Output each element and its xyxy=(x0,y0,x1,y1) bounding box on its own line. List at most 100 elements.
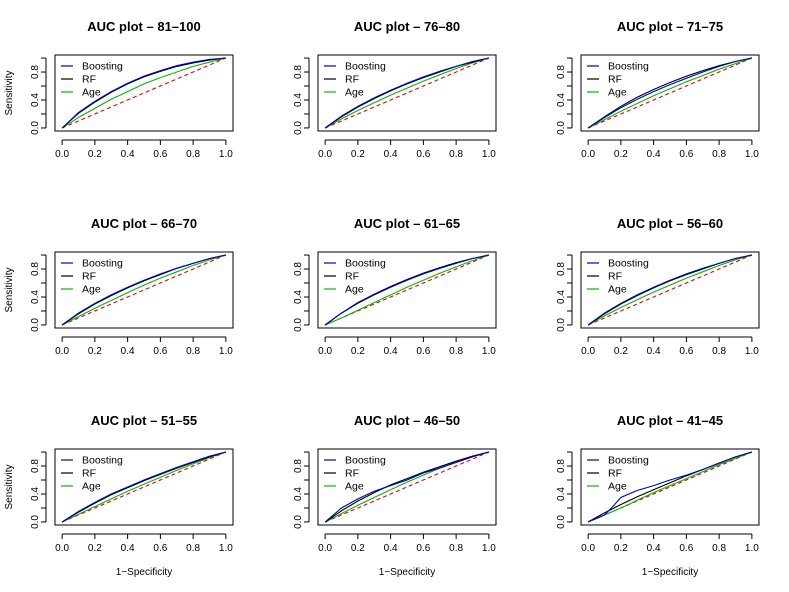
x-tick-label: 0.8 xyxy=(186,543,200,554)
x-tick-label: 0.2 xyxy=(88,149,102,160)
reference-diagonal-line xyxy=(587,254,753,326)
y-tick-label: 0.0 xyxy=(293,121,304,135)
plot-frame xyxy=(54,54,234,132)
y-tick-label: 0.4 xyxy=(293,93,304,107)
panel-6: AUC plot – 56–60 0.0 0.2 0.4 0.6 0.8 1.0 0.0 0.4… xyxy=(556,216,760,357)
series-line-rf xyxy=(61,57,226,129)
panel-title: AUC plot – 76–80 xyxy=(354,19,460,34)
y-axis-label: Sensitivity xyxy=(4,464,15,509)
reference-diagonal-line xyxy=(61,254,227,326)
panel-8: AUC plot – 46–50 0.0 0.2 0.4 0.6 0.8 1.0 0.0 0.4… xyxy=(293,413,497,578)
series-line-age xyxy=(61,451,227,523)
x-tick-label: 0.4 xyxy=(384,346,398,357)
x-tick-label: 0.0 xyxy=(318,346,332,357)
panel-title: AUC plot – 41–45 xyxy=(617,413,723,428)
legend-label-boosting: Boosting xyxy=(608,455,649,467)
x-tick-label: 0.4 xyxy=(647,346,661,357)
panel-4: AUC plot – 66–70 0.0 0.2 0.4 0.6 0.8 1.0 0.0 0.4… xyxy=(4,216,234,357)
panel-7: AUC plot – 51–55 0.0 0.2 0.4 0.6 0.8 1.0 0.0 0.4… xyxy=(4,413,234,578)
legend-label-age: Age xyxy=(82,284,101,296)
y-tick-label: 0.4 xyxy=(30,487,41,501)
legend-label-boosting: Boosting xyxy=(82,455,123,467)
legend-label-boosting: Boosting xyxy=(345,258,386,270)
panel-title: AUC plot – 46–50 xyxy=(354,413,460,428)
y-tick-label: 0.0 xyxy=(556,318,567,332)
plot-frame xyxy=(580,448,760,526)
x-tick-label: 0.8 xyxy=(186,346,200,357)
x-tick-label: 0.4 xyxy=(384,149,398,160)
plot-frame xyxy=(580,251,760,329)
y-tick-label: 0.4 xyxy=(30,290,41,304)
x-tick-label: 1.0 xyxy=(745,543,759,554)
series-line-boosting xyxy=(587,254,753,326)
x-tick-label: 0.0 xyxy=(581,543,595,554)
series-line-age xyxy=(324,254,490,326)
plot-frame xyxy=(317,251,497,329)
x-tick-label: 0.6 xyxy=(679,149,693,160)
reference-diagonal-line xyxy=(324,57,490,129)
x-tick-label: 0.6 xyxy=(416,346,430,357)
series-line-boosting xyxy=(324,57,490,129)
series-line-boosting xyxy=(587,451,753,523)
y-tick-label: 0.0 xyxy=(30,121,41,135)
legend-label-rf: RF xyxy=(608,271,622,283)
panel-title: AUC plot – 51–55 xyxy=(91,413,197,428)
series-line-boosting xyxy=(587,57,753,129)
x-tick-label: 0.4 xyxy=(121,149,135,160)
x-tick-label: 0.0 xyxy=(581,149,595,160)
x-axis-label: 1−Specificity xyxy=(116,567,172,578)
x-tick-label: 0.4 xyxy=(647,149,661,160)
x-tick-label: 0.2 xyxy=(351,543,365,554)
y-tick-label: 0.8 xyxy=(30,65,41,79)
x-tick-label: 1.0 xyxy=(482,543,496,554)
reference-diagonal-line xyxy=(61,451,227,523)
series-line-age xyxy=(61,254,227,326)
plot-frame xyxy=(317,448,497,526)
y-tick-label: 0.0 xyxy=(30,515,41,529)
plot-frame xyxy=(317,54,497,132)
legend-label-rf: RF xyxy=(345,74,359,86)
panel-title: AUC plot – 81–100 xyxy=(87,19,200,34)
series-line-age xyxy=(324,57,490,129)
legend-label-rf: RF xyxy=(82,271,96,283)
x-tick-label: 0.0 xyxy=(55,543,69,554)
x-tick-label: 1.0 xyxy=(745,149,759,160)
y-tick-label: 0.4 xyxy=(556,290,567,304)
y-tick-label: 0.8 xyxy=(293,262,304,276)
y-tick-label: 0.0 xyxy=(556,121,567,135)
x-tick-label: 0.2 xyxy=(614,346,628,357)
series-line-boosting xyxy=(61,254,227,326)
legend-label-age: Age xyxy=(608,87,627,99)
panel-title: AUC plot – 56–60 xyxy=(617,216,723,231)
y-tick-label: 0.4 xyxy=(293,487,304,501)
x-tick-label: 0.4 xyxy=(121,346,135,357)
panel-5: AUC plot – 61–65 0.0 0.2 0.4 0.6 0.8 1.0 0.0 0.4… xyxy=(293,216,497,357)
x-tick-label: 0.6 xyxy=(153,149,167,160)
y-tick-label: 0.4 xyxy=(556,93,567,107)
x-tick-label: 0.6 xyxy=(153,346,167,357)
series-line-boosting xyxy=(61,451,227,523)
panel-title: AUC plot – 71–75 xyxy=(617,19,723,34)
legend-label-age: Age xyxy=(82,87,101,99)
x-tick-label: 0.2 xyxy=(88,346,102,357)
x-tick-label: 1.0 xyxy=(219,149,233,160)
series-line-boosting xyxy=(324,451,490,523)
x-tick-label: 1.0 xyxy=(219,543,233,554)
legend-label-age: Age xyxy=(345,87,364,99)
y-tick-label: 0.0 xyxy=(293,318,304,332)
legend-label-rf: RF xyxy=(82,74,96,86)
x-tick-label: 1.0 xyxy=(219,346,233,357)
x-tick-label: 0.8 xyxy=(449,149,463,160)
legend-label-boosting: Boosting xyxy=(608,61,649,73)
panel-1: AUC plot – 81–100 0.0 0.2 0.4 0.6 0.8 1.0 0.0 0.… xyxy=(4,19,234,160)
legend-label-rf: RF xyxy=(345,468,359,480)
x-tick-label: 0.8 xyxy=(712,543,726,554)
legend-label-age: Age xyxy=(345,284,364,296)
legend-label-boosting: Boosting xyxy=(608,258,649,270)
legend-label-boosting: Boosting xyxy=(345,61,386,73)
x-tick-label: 0.4 xyxy=(647,543,661,554)
y-tick-label: 0.8 xyxy=(293,459,304,473)
x-tick-label: 0.0 xyxy=(581,346,595,357)
x-tick-label: 0.2 xyxy=(351,149,365,160)
